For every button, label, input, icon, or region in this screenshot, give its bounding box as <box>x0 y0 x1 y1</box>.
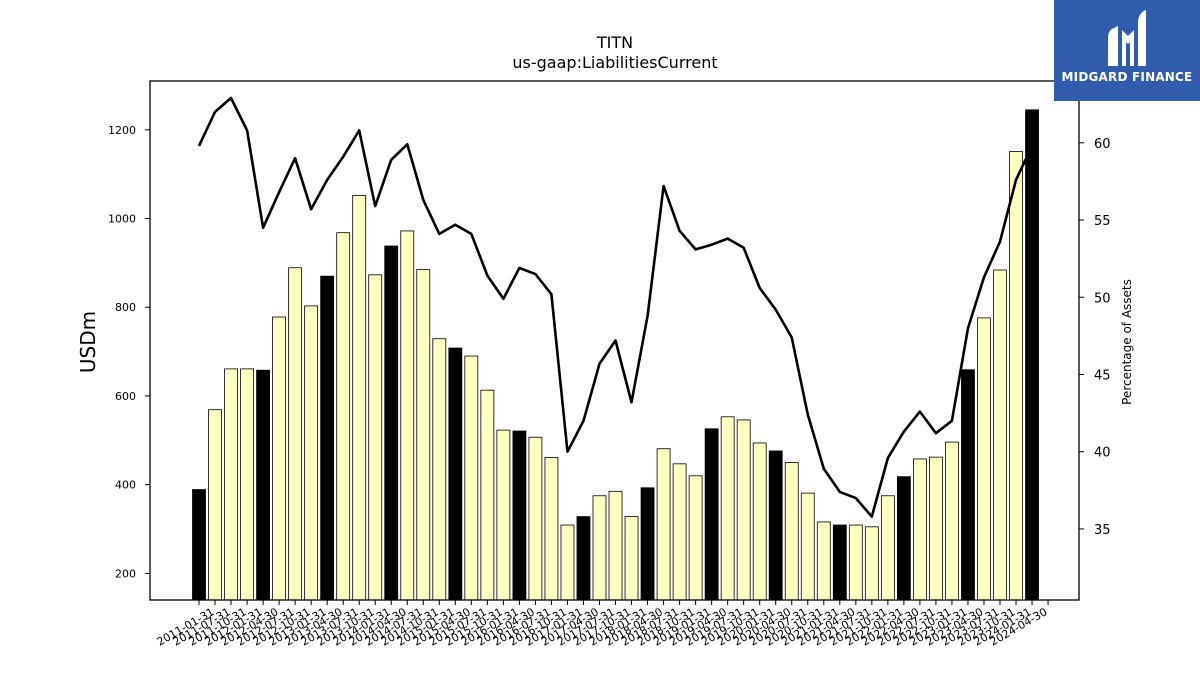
bar <box>913 458 927 601</box>
bar <box>320 275 335 601</box>
bar <box>688 475 703 601</box>
bar <box>704 428 719 601</box>
bar <box>224 368 238 601</box>
bar <box>977 317 991 601</box>
bar <box>544 457 559 601</box>
bar <box>848 524 863 601</box>
bar <box>336 232 351 601</box>
bar <box>464 355 479 601</box>
bar <box>480 389 495 601</box>
y-tick-label: 200 <box>115 567 136 580</box>
bar <box>1009 151 1023 601</box>
y2-tick-label: 50 <box>1094 291 1111 306</box>
y2-tick-label: 55 <box>1094 214 1111 229</box>
line-group <box>197 96 1034 518</box>
axes: 200400600800100012003540455055602011-01-… <box>108 80 1111 649</box>
bar <box>993 269 1007 601</box>
bar <box>256 369 270 601</box>
bar <box>656 448 671 601</box>
bar <box>400 230 415 601</box>
y-tick-label: 400 <box>115 479 136 492</box>
bar <box>768 450 783 601</box>
bar <box>448 347 463 601</box>
bar <box>416 269 431 601</box>
bar <box>880 495 895 601</box>
y-tick-label: 800 <box>115 301 136 314</box>
bar <box>560 524 575 601</box>
bar-group <box>192 109 1039 601</box>
bar <box>816 521 831 601</box>
bar <box>736 419 751 601</box>
bar <box>624 516 639 601</box>
bar <box>512 430 527 601</box>
bar <box>432 338 447 601</box>
bar <box>784 462 799 601</box>
bar <box>961 369 975 601</box>
bar <box>576 516 591 601</box>
y-tick-label: 1200 <box>108 124 136 137</box>
bar <box>384 245 399 601</box>
bar <box>240 368 254 601</box>
bar <box>608 490 623 601</box>
bar <box>800 492 815 601</box>
bar <box>752 442 767 601</box>
bar <box>945 441 959 601</box>
bar <box>864 526 879 601</box>
bar <box>929 456 943 601</box>
y2-tick-label: 35 <box>1094 523 1111 538</box>
bar <box>720 416 735 601</box>
bar <box>192 489 206 601</box>
y2-tick-label: 60 <box>1094 137 1111 152</box>
logo-mark-icon <box>1108 10 1146 66</box>
plot-frame <box>149 80 1080 601</box>
series-line <box>197 96 1034 518</box>
bar <box>496 429 511 601</box>
bar <box>288 267 303 601</box>
y-tick-label: 1000 <box>108 213 136 226</box>
bar <box>528 436 543 601</box>
chart-subtitle: us-gaap:LiabilitiesCurrent <box>512 53 717 72</box>
bar <box>352 195 367 601</box>
midgard-finance-logo: MIDGARD FINANCE <box>1054 0 1200 101</box>
y2-tick-label: 45 <box>1094 368 1111 383</box>
bar <box>272 316 287 601</box>
y2-axis-label: Percentage of Assets <box>1120 279 1134 405</box>
y-tick-label: 600 <box>115 390 136 403</box>
chart-title: TITN <box>596 33 633 52</box>
logo-text: MIDGARD FINANCE <box>1061 70 1193 84</box>
bar <box>640 487 655 601</box>
bar <box>368 274 383 601</box>
y-axis-label: USDm <box>76 311 100 373</box>
bar <box>592 495 607 601</box>
bar <box>672 463 687 601</box>
bar <box>304 305 319 601</box>
bar <box>832 524 847 601</box>
bar <box>208 409 222 601</box>
bar <box>896 476 911 601</box>
bar <box>1025 109 1039 601</box>
y2-tick-label: 40 <box>1094 446 1111 461</box>
